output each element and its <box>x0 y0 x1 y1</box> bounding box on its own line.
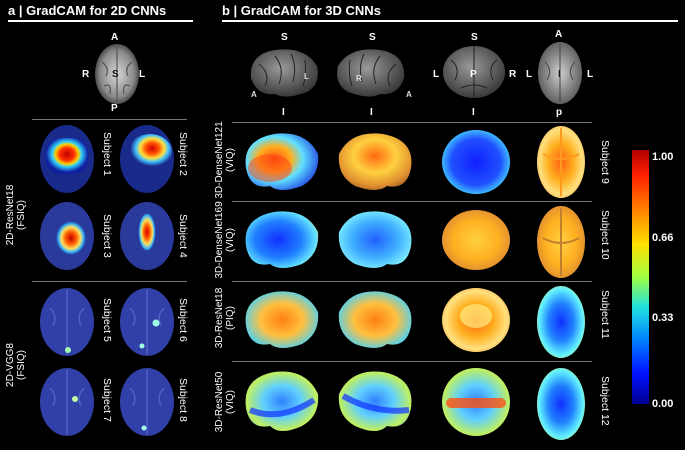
posterior-reference-brain <box>443 46 505 98</box>
gradcam-2d-subject7 <box>40 368 94 436</box>
gradcam-3d-resnet50-posterior <box>442 368 510 436</box>
panel-a-title: a | GradCAM for 2D CNNs <box>8 3 167 18</box>
gradcam-3d-densenet121-inferior <box>537 126 585 198</box>
orient-b3-center: P <box>470 69 477 80</box>
axial-reference-brain <box>95 44 139 104</box>
orient-a-left: R <box>82 69 90 80</box>
lateral-right-reference-brain <box>337 49 405 97</box>
orient-a-bottom: P <box>111 103 118 114</box>
orient-b2-inner-right: A <box>406 90 412 99</box>
orient-b3-top: S <box>471 32 478 43</box>
gradcam-3d-densenet121-posterior <box>442 130 510 194</box>
orient-b3-right: R <box>509 69 517 80</box>
gradcam-3d-resnet50-inferior <box>537 368 585 440</box>
subject-label-3: Subject 3 <box>101 214 113 258</box>
orient-b4-top: A <box>555 29 563 40</box>
orient-a-center: S <box>112 69 119 80</box>
gradcam-3d-resnet50-lateral-right <box>338 371 412 431</box>
gradcam-3d-densenet121-lateral-left <box>245 133 319 190</box>
colorbar <box>632 150 649 404</box>
gradcam-2d-subject5 <box>40 288 94 356</box>
subject-label-7: Subject 7 <box>101 378 113 422</box>
separator <box>232 122 592 123</box>
orient-b1-top: S <box>281 32 288 43</box>
model-label-3d-densenet121: 3D-DenseNet121 (VIQ) <box>214 121 236 199</box>
subject-label-11: Subject 11 <box>599 290 611 339</box>
colorbar-tick-min: 0.00 <box>652 398 674 410</box>
gradcam-2d-subject4 <box>120 202 174 270</box>
gradcam-3d-densenet169-posterior <box>442 210 510 270</box>
separator <box>232 281 592 282</box>
lateral-left-reference-brain <box>250 49 318 97</box>
model-label-3d-densenet169: 3D-DenseNet169 (VIQ) <box>214 201 236 279</box>
gradcam-2d-subject2 <box>120 125 174 193</box>
separator <box>32 119 187 120</box>
gradcam-2d-subject6 <box>120 288 174 356</box>
model-label-2d-vgg8: 2D-VGG8 (FSIQ) <box>5 343 27 387</box>
orient-b1-inner-right: L <box>304 72 309 81</box>
gradcam-3d-resnet50-lateral-left <box>245 371 319 431</box>
orient-b4-center: I <box>558 69 561 80</box>
inferior-reference-brain <box>538 42 582 104</box>
colorbar-tick-max: 1.00 <box>652 151 674 163</box>
separator <box>232 361 592 362</box>
orient-b2-inner-left: R <box>356 74 362 83</box>
subject-label-2: Subject 2 <box>177 132 189 176</box>
orient-a-right: L <box>139 69 146 80</box>
gradcam-2d-subject8 <box>120 368 174 436</box>
subject-label-8: Subject 8 <box>177 378 189 422</box>
subject-label-6: Subject 6 <box>177 298 189 342</box>
gradcam-3d-resnet18-lateral-left <box>245 291 319 348</box>
subject-label-10: Subject 10 <box>599 210 611 260</box>
orient-b1-bottom: I <box>282 107 285 118</box>
orient-b3-left: L <box>433 69 440 80</box>
subject-label-5: Subject 5 <box>101 298 113 342</box>
subject-label-1: Subject 1 <box>101 132 113 176</box>
orient-b4-left: L <box>526 69 533 80</box>
gradcam-3d-resnet18-posterior <box>442 288 510 352</box>
panel-b-rule <box>222 20 678 22</box>
orient-b4-bottom: p <box>556 107 563 118</box>
orient-a-top: A <box>111 32 119 43</box>
separator <box>32 281 187 282</box>
orient-b2-bottom: I <box>370 107 373 118</box>
model-label-2d-resnet18: 2D-ResNet18 (FSIQ) <box>5 184 27 246</box>
gradcam-3d-densenet169-lateral-left <box>245 211 319 268</box>
orient-b1-inner-left: A <box>251 90 257 99</box>
model-label-3d-resnet18: 3D-ResNet18 (PIQ) <box>214 287 236 349</box>
gradcam-2d-subject3 <box>40 202 94 270</box>
gradcam-3d-resnet18-lateral-right <box>338 291 412 348</box>
gradcam-3d-densenet169-inferior <box>537 206 585 278</box>
panel-a-rule <box>8 20 193 22</box>
subject-label-4: Subject 4 <box>177 214 189 258</box>
colorbar-tick-low: 0.33 <box>652 312 674 324</box>
orient-b3-bottom: I <box>472 107 475 118</box>
orient-b2-top: S <box>369 32 376 43</box>
model-label-3d-resnet50: 3D-ResNet50 (VIQ) <box>214 371 236 433</box>
gradcam-2d-subject1 <box>40 125 94 193</box>
orient-b4-right: L <box>587 69 594 80</box>
gradcam-3d-densenet121-lateral-right <box>338 133 412 190</box>
subject-label-12: Subject 12 <box>599 376 611 426</box>
separator <box>232 201 592 202</box>
gradcam-3d-resnet18-inferior <box>537 286 585 358</box>
colorbar-tick-high: 0.66 <box>652 232 674 244</box>
panel-b-title: b | GradCAM for 3D CNNs <box>222 3 381 18</box>
subject-label-9: Subject 9 <box>599 140 611 184</box>
gradcam-3d-densenet169-lateral-right <box>338 211 412 268</box>
